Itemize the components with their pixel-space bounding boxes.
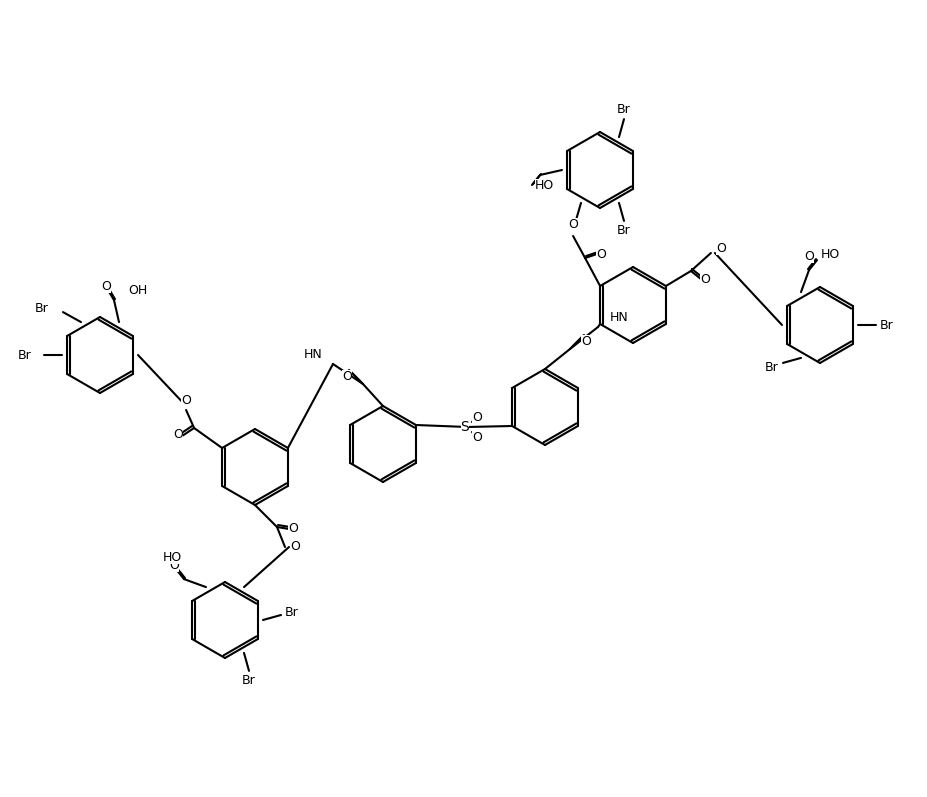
Text: O: O: [568, 218, 578, 230]
Text: O: O: [472, 430, 482, 443]
Text: O: O: [290, 540, 300, 553]
Text: O: O: [288, 523, 298, 536]
Text: O: O: [535, 182, 545, 194]
Text: Br: Br: [880, 319, 894, 332]
Text: O: O: [173, 427, 183, 441]
Text: O: O: [342, 370, 352, 383]
Text: O: O: [716, 241, 726, 254]
Text: HO: HO: [535, 179, 554, 191]
Text: S: S: [461, 420, 469, 434]
Text: Br: Br: [766, 361, 779, 375]
Text: O: O: [700, 273, 710, 285]
Text: Br: Br: [617, 103, 631, 116]
Text: OH: OH: [128, 284, 147, 296]
Text: HO: HO: [163, 551, 182, 563]
Text: O: O: [596, 248, 606, 261]
Text: Br: Br: [242, 674, 256, 687]
Text: HN: HN: [304, 347, 323, 360]
Text: Br: Br: [19, 348, 32, 362]
Text: HO: HO: [821, 248, 840, 261]
Text: O: O: [101, 280, 111, 292]
Text: Br: Br: [35, 301, 49, 315]
Text: Br: Br: [617, 225, 631, 238]
Text: O: O: [581, 335, 590, 347]
Text: HN: HN: [610, 311, 629, 324]
Text: Br: Br: [285, 606, 298, 618]
Text: O: O: [472, 410, 482, 423]
Text: O: O: [169, 559, 179, 571]
Text: O: O: [804, 249, 814, 262]
Text: O: O: [181, 394, 191, 406]
